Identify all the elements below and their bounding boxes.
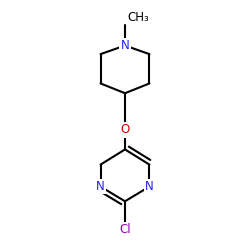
Text: O: O — [120, 124, 130, 136]
Text: N: N — [145, 180, 154, 193]
Text: Cl: Cl — [119, 223, 131, 236]
Text: N: N — [96, 180, 105, 193]
Text: CH₃: CH₃ — [128, 10, 149, 24]
Text: N: N — [120, 39, 130, 52]
